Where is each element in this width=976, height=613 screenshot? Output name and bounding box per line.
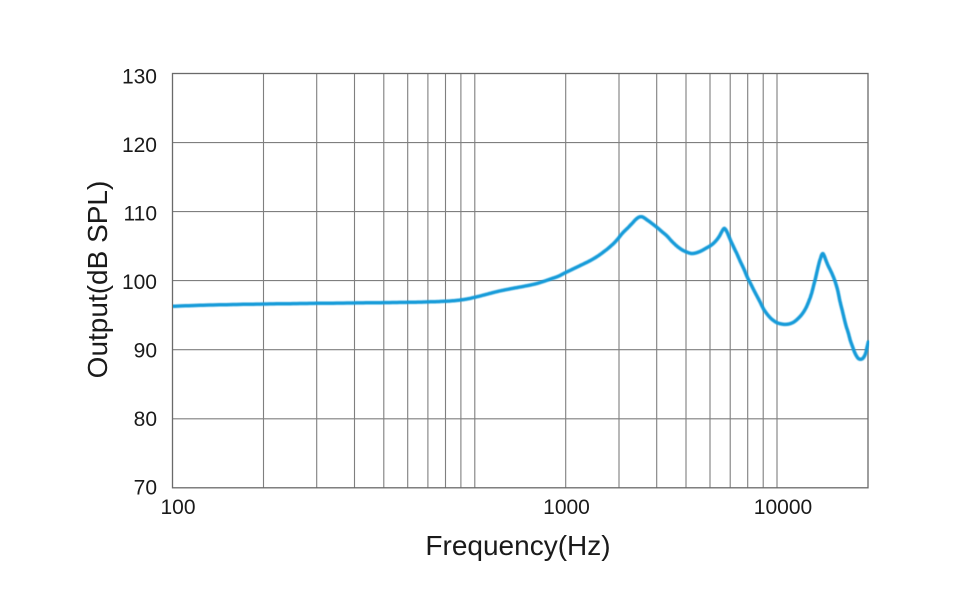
svg-text:80: 80 bbox=[134, 408, 157, 431]
svg-text:110: 110 bbox=[124, 203, 157, 226]
svg-text:1000: 1000 bbox=[543, 496, 590, 519]
svg-text:Frequency(Hz): Frequency(Hz) bbox=[425, 530, 610, 561]
svg-text:100: 100 bbox=[122, 271, 157, 294]
svg-text:130: 130 bbox=[122, 66, 157, 89]
svg-text:100: 100 bbox=[160, 496, 195, 519]
svg-text:90: 90 bbox=[134, 340, 157, 363]
svg-text:10000: 10000 bbox=[754, 496, 812, 519]
svg-text:Output(dB SPL): Output(dB SPL) bbox=[82, 181, 113, 379]
svg-text:70: 70 bbox=[134, 477, 157, 500]
svg-text:120: 120 bbox=[122, 134, 157, 157]
